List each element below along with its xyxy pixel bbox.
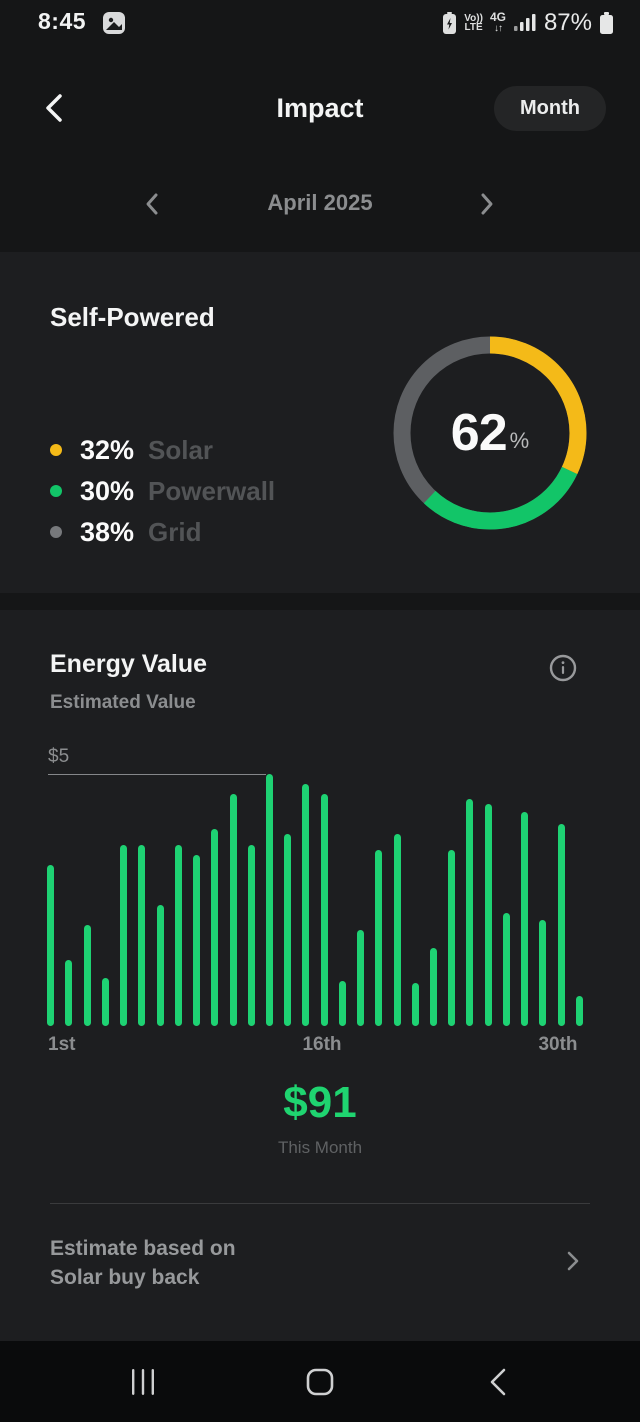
bar-day-6 bbox=[138, 845, 146, 1026]
bar-day-27 bbox=[521, 812, 529, 1026]
info-icon[interactable] bbox=[549, 654, 577, 682]
bar-day-10 bbox=[211, 829, 219, 1026]
reference-line bbox=[48, 774, 266, 775]
battery-icon bbox=[600, 12, 613, 34]
donut-center-value: 62 % bbox=[450, 404, 530, 462]
clock: 8:45 bbox=[38, 8, 87, 34]
recents-button[interactable] bbox=[113, 1341, 173, 1422]
bar-day-15 bbox=[302, 784, 310, 1026]
bar-day-21 bbox=[411, 983, 419, 1026]
energy-bar-chart bbox=[0, 774, 640, 1026]
estimate-basis-link[interactable]: Estimate based on Solar buy back bbox=[50, 1234, 236, 1292]
divider bbox=[50, 1203, 590, 1204]
bar-day-24 bbox=[466, 799, 474, 1026]
bar-day-19 bbox=[375, 850, 383, 1026]
status-icons: Vo)) LTE 4G ↓↑ 87% bbox=[442, 6, 614, 40]
x-label-16th: 16th bbox=[302, 1034, 342, 1055]
bar-day-22 bbox=[430, 948, 438, 1026]
chevron-right-icon[interactable] bbox=[566, 1250, 580, 1272]
bar-day-7 bbox=[156, 905, 164, 1026]
powerwall-dot-icon bbox=[50, 485, 62, 497]
next-month-icon[interactable] bbox=[479, 192, 495, 216]
solar-percent: 32% bbox=[80, 434, 135, 465]
signal-strength-icon bbox=[513, 14, 536, 31]
energy-value-subtitle: Estimated Value bbox=[50, 692, 196, 713]
legend-row-grid: 38% Grid bbox=[50, 516, 275, 547]
gallery-notification-icon bbox=[103, 12, 125, 34]
bar-day-17 bbox=[338, 981, 346, 1026]
bar-day-13 bbox=[265, 774, 273, 1026]
recents-icon bbox=[132, 1368, 154, 1395]
solar-label: Solar bbox=[148, 434, 214, 465]
energy-value-card: Energy Value Estimated Value $5 1st 16th… bbox=[0, 610, 640, 1341]
self-powered-title: Self-Powered bbox=[50, 302, 215, 332]
month-selector: April 2025 bbox=[0, 186, 640, 222]
bar-day-1 bbox=[47, 865, 55, 1026]
grid-label: Grid bbox=[148, 516, 202, 547]
month-total-value: $91 bbox=[283, 1078, 357, 1127]
home-button[interactable] bbox=[290, 1341, 350, 1422]
nav-back-icon bbox=[490, 1368, 506, 1395]
solar-dot-icon bbox=[50, 444, 62, 456]
energy-value-title: Energy Value bbox=[50, 650, 208, 678]
bar-day-14 bbox=[284, 834, 292, 1026]
back-icon[interactable] bbox=[42, 92, 66, 124]
nav-back-button[interactable] bbox=[468, 1341, 528, 1422]
self-powered-card: Self-Powered 32% Solar 30% Powerwall 38%… bbox=[0, 252, 640, 593]
bar-day-30 bbox=[575, 996, 583, 1026]
donut-rings bbox=[393, 336, 587, 530]
page-title: Impact bbox=[276, 93, 364, 123]
bar-day-3 bbox=[83, 925, 91, 1026]
period-toggle-label: Month bbox=[520, 97, 580, 119]
bar-day-26 bbox=[502, 913, 510, 1026]
period-toggle-button[interactable]: Month bbox=[494, 86, 606, 131]
bar-day-16 bbox=[320, 794, 328, 1026]
battery-saver-icon bbox=[443, 12, 457, 34]
grid-percent: 38% bbox=[80, 516, 135, 547]
x-axis-labels: 1st 16th 30th bbox=[0, 1034, 640, 1060]
legend-row-solar: 32% Solar bbox=[50, 434, 275, 465]
grid-dot-icon bbox=[50, 526, 62, 538]
bar-day-28 bbox=[539, 920, 547, 1026]
powerwall-label: Powerwall bbox=[148, 475, 276, 506]
android-nav-bar bbox=[0, 1341, 640, 1422]
estimate-basis-line2: Solar buy back bbox=[50, 1266, 200, 1289]
bar-day-4 bbox=[101, 978, 109, 1026]
self-powered-legend: 32% Solar 30% Powerwall 38% Grid bbox=[50, 434, 276, 559]
x-label-1st: 1st bbox=[48, 1034, 76, 1055]
bar-day-5 bbox=[120, 845, 128, 1026]
network-4g-icon: 4G ↓↑ bbox=[489, 10, 506, 34]
home-icon bbox=[306, 1368, 334, 1395]
bar-day-18 bbox=[357, 930, 365, 1026]
month-label: April 2025 bbox=[267, 190, 373, 215]
bar-day-9 bbox=[193, 855, 201, 1026]
bar-day-29 bbox=[557, 824, 565, 1026]
bar-day-25 bbox=[484, 804, 492, 1026]
powerwall-percent: 30% bbox=[80, 475, 135, 506]
bar-day-8 bbox=[174, 845, 182, 1026]
bar-day-11 bbox=[229, 794, 237, 1026]
x-label-30th: 30th bbox=[538, 1034, 578, 1055]
month-total-caption: This Month bbox=[277, 1138, 363, 1157]
self-powered-donut-chart: 62 % bbox=[385, 328, 595, 538]
reference-line-label: $5 bbox=[48, 746, 70, 767]
bar-day-23 bbox=[448, 850, 456, 1026]
legend-row-powerwall: 30% Powerwall bbox=[50, 475, 276, 506]
previous-month-icon[interactable] bbox=[144, 192, 160, 216]
bar-day-2 bbox=[65, 960, 73, 1026]
volte-icon: Vo)) LTE bbox=[464, 13, 483, 33]
estimate-basis-line1: Estimate based on bbox=[50, 1237, 236, 1260]
battery-percent: 87% bbox=[543, 9, 592, 36]
status-bar: 8:45 Vo)) LTE 4G ↓↑ bbox=[0, 0, 640, 44]
bar-day-12 bbox=[247, 845, 255, 1026]
bar-day-20 bbox=[393, 834, 401, 1026]
